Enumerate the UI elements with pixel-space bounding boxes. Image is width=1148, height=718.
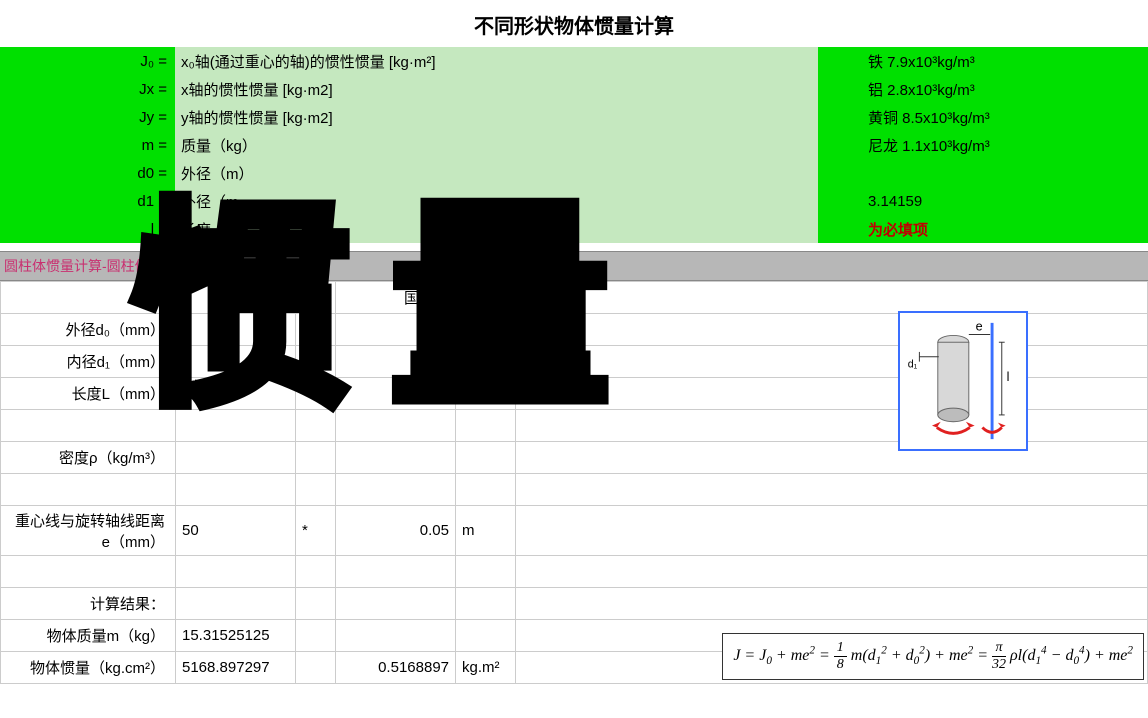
- formula-box: J = J0 + me2 = 18 m(d12 + d02) + me2 = π…: [722, 633, 1144, 680]
- inner-dia-unit: m: [456, 346, 516, 378]
- results-header: 计算结果：: [1, 588, 176, 620]
- def-sym: Jx =: [0, 75, 175, 103]
- def-sym: m =: [0, 131, 175, 159]
- def-sym: d1 =: [0, 187, 175, 215]
- def-sym: l =: [0, 215, 175, 243]
- def-desc: 质量（kg）: [175, 131, 818, 159]
- inner-dia-label: 内径d₁（mm）: [1, 346, 176, 378]
- def-desc: 长度（: [175, 215, 818, 243]
- inner-dia-input[interactable]: [176, 346, 296, 378]
- definitions-section: J₀ = Jx = Jy = m = d0 = d1 = l = x₀轴(通过重…: [0, 47, 1148, 243]
- inertia-conv: 0.5168897: [336, 652, 456, 684]
- svg-text:d₁: d₁: [908, 358, 918, 370]
- density-input[interactable]: [176, 442, 296, 474]
- material-nylon: 尼龙 1.1x10³kg/m³: [818, 131, 1148, 159]
- def-desc: 外径（m: [175, 187, 818, 215]
- required-note: 为必填项: [818, 215, 1148, 243]
- outer-dia-unit: m: [456, 314, 516, 346]
- eccentric-input[interactable]: 50: [176, 506, 296, 556]
- inner-dia-conv: 0: [336, 346, 456, 378]
- eccentric-conv: 0.05: [336, 506, 456, 556]
- length-input[interactable]: [176, 378, 296, 410]
- material-iron: 铁 7.9x10³kg/m³: [818, 47, 1148, 75]
- material-blank: [818, 159, 1148, 187]
- pi-value: 3.14159: [818, 187, 1148, 215]
- section-banner: 圆柱体惯量计算-圆柱体长度: [0, 251, 1148, 281]
- eccentric-asterisk: *: [296, 506, 336, 556]
- def-sym: Jy =: [0, 103, 175, 131]
- length-conv: 1: [336, 378, 456, 410]
- svg-text:e: e: [976, 320, 983, 334]
- def-sym: J₀ =: [0, 47, 175, 75]
- def-desc: 外径（m）: [175, 159, 818, 187]
- outer-dia-label: 外径d₀（mm）: [1, 314, 176, 346]
- inertia-value: 5168.897297: [176, 652, 296, 684]
- def-desc: y轴的惯性惯量 [kg·m2]: [175, 103, 818, 131]
- mass-value: 15.31525125: [176, 620, 296, 652]
- calc-area: 国际单 外径d₀（mm） 5 m 内径d₁（mm） 0 m 长度L（mm） 1 …: [0, 281, 1148, 684]
- density-label: 密度ρ（kg/m³）: [1, 442, 176, 474]
- length-label: 长度L（mm）: [1, 378, 176, 410]
- page-title: 不同形状物体惯量计算: [0, 0, 1148, 47]
- inertia-label: 物体惯量（kg.cm²）: [1, 652, 176, 684]
- eccentric-label: 重心线与旋转轴线距离e（mm）: [1, 506, 176, 556]
- length-unit: m: [456, 378, 516, 410]
- def-desc: x₀轴(通过重心的轴)的惯性惯量 [kg·m²]: [175, 47, 818, 75]
- defs-materials: 铁 7.9x10³kg/m³ 铝 2.8x10³kg/m³ 黄铜 8.5x10³…: [818, 47, 1148, 243]
- mass-label: 物体质量m（kg）: [1, 620, 176, 652]
- inertia-unit: kg.m²: [456, 652, 516, 684]
- cylinder-diagram: d₁ e l: [898, 311, 1028, 451]
- intl-header: 国际单: [336, 282, 456, 314]
- formula-text: J = J0 + me2 = 18 m(d12 + d02) + me2 = π…: [733, 647, 1133, 664]
- outer-dia-input[interactable]: [176, 314, 296, 346]
- eccentric-unit: m: [456, 506, 516, 556]
- defs-descriptions: x₀轴(通过重心的轴)的惯性惯量 [kg·m²] x轴的惯性惯量 [kg·m2]…: [175, 47, 818, 243]
- outer-dia-conv: 5: [336, 314, 456, 346]
- def-sym: d0 =: [0, 159, 175, 187]
- svg-text:l: l: [1007, 370, 1010, 384]
- def-desc: x轴的惯性惯量 [kg·m2]: [175, 75, 818, 103]
- defs-symbols: J₀ = Jx = Jy = m = d0 = d1 = l =: [0, 47, 175, 243]
- material-brass: 黄铜 8.5x10³kg/m³: [818, 103, 1148, 131]
- material-aluminum: 铝 2.8x10³kg/m³: [818, 75, 1148, 103]
